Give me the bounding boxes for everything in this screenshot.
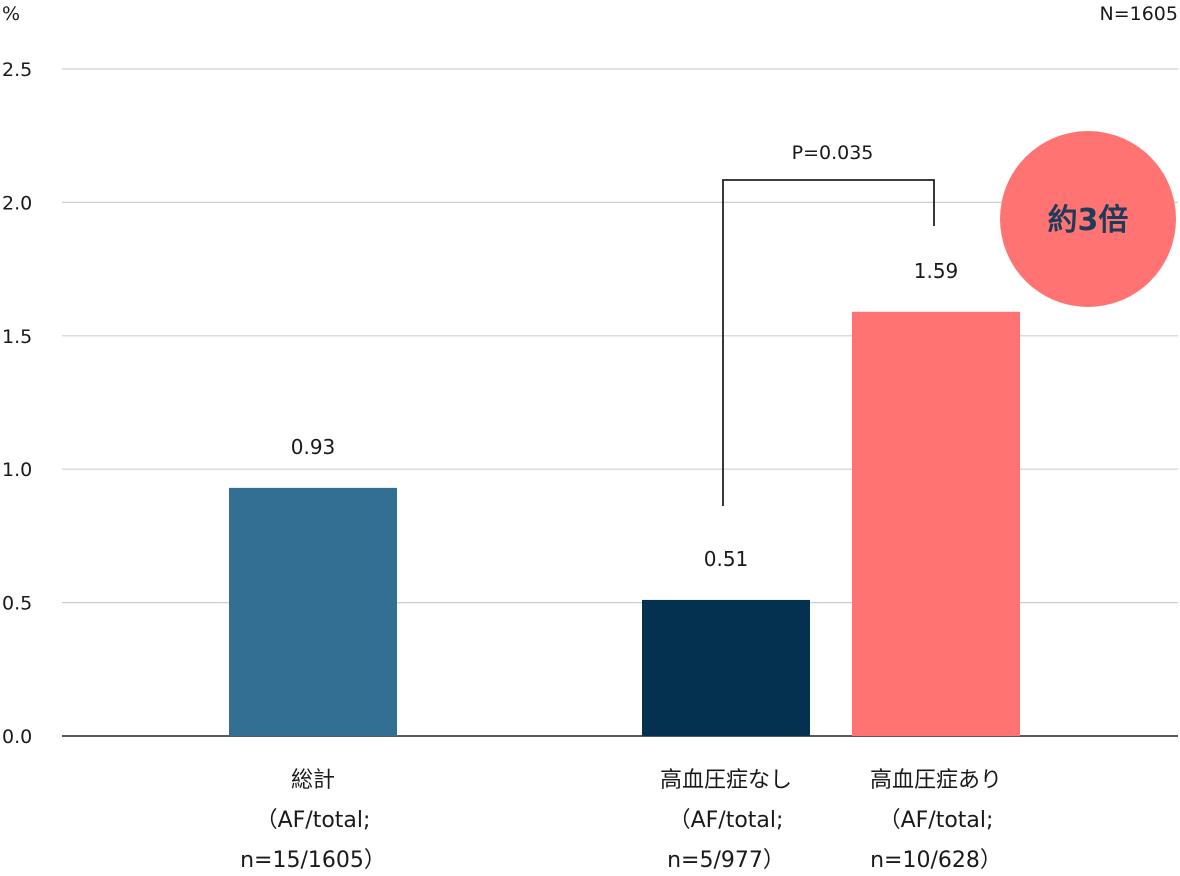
significance-bracket: P=0.035	[722, 142, 935, 506]
bracket-line	[722, 179, 935, 506]
bar	[852, 311, 1020, 736]
bar	[642, 599, 810, 736]
category-label-line: （AF/total;	[879, 808, 994, 833]
category-label-line: （AF/total;	[669, 808, 784, 833]
data-label: 0.51	[704, 547, 749, 571]
y-axis-ticks: 0.0 0.5 1.0 1.5 2.0 2.5	[2, 59, 32, 748]
data-label: 0.93	[291, 435, 336, 459]
category-label-line: 総計	[291, 768, 335, 793]
y-tick-label: 1.0	[2, 459, 32, 481]
data-label: 1.59	[914, 259, 959, 283]
value-labels: 0.93 0.51 1.59	[291, 259, 959, 571]
sample-size-note: N=1605	[1100, 3, 1179, 25]
bar	[229, 487, 397, 736]
y-axis-unit: %	[2, 3, 20, 25]
badge-circle	[1000, 131, 1176, 307]
y-tick-label: 1.5	[2, 326, 32, 348]
bars	[229, 311, 1020, 736]
category-label-line: n=10/628）	[870, 848, 1002, 873]
category-label-line: n=5/977）	[667, 848, 785, 873]
category-label-line: 高血圧症あり	[870, 768, 1002, 793]
y-tick-label: 2.5	[2, 59, 32, 81]
category-labels: 総計 （AF/total; n=15/1605） 高血圧症なし （AF/total; n=…	[240, 768, 1002, 873]
category-label-line: n=15/1605）	[240, 848, 386, 873]
category-label-line: 高血圧症なし	[660, 768, 792, 793]
category-label-line: （AF/total;	[256, 808, 371, 833]
ratio-badge: 約3倍	[1000, 131, 1176, 307]
y-tick-label: 2.0	[2, 192, 32, 214]
p-value-label: P=0.035	[792, 142, 874, 164]
y-tick-label: 0.0	[2, 726, 32, 748]
y-tick-label: 0.5	[2, 593, 32, 615]
badge-label: 約3倍	[1048, 203, 1129, 238]
